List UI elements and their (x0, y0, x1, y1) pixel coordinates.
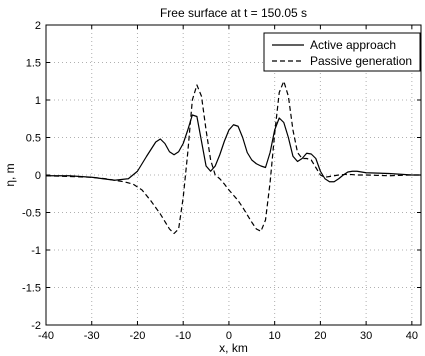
y-tick-label: 2 (35, 20, 41, 32)
x-tick-label: 0 (226, 330, 232, 342)
x-tick-label: -10 (175, 330, 191, 342)
x-tick-label: 20 (314, 330, 326, 342)
y-tick-label: -2 (31, 320, 41, 332)
y-tick-label: 1 (35, 95, 41, 107)
y-tick-label: 0 (35, 170, 41, 182)
x-tick-label: -30 (84, 330, 100, 342)
x-tick-label: 10 (269, 330, 281, 342)
y-tick-label: 0.5 (26, 133, 41, 145)
y-tick-label: -0.5 (22, 208, 41, 220)
plot-series (45, 80, 421, 235)
legend-label: Active approach (310, 38, 396, 52)
series-line-passive (45, 80, 421, 235)
series-line-active (46, 114, 421, 183)
chart-title: Free surface at t = 150.05 s (160, 6, 307, 20)
axis-ticks: -40 -30 -20 -10 0 10 20 30 40 -2 -1.5 -1 -0.5 0 0.5 1 1.… (22, 20, 421, 342)
legend-label: Passive generation (310, 54, 412, 68)
x-axis-label: x, km (219, 341, 248, 355)
legend: Active approach Passive generation (263, 32, 421, 72)
y-axis-label: η, m (3, 163, 17, 186)
x-tick-label: 30 (360, 330, 372, 342)
x-tick-label: -20 (130, 330, 146, 342)
x-tick-label: 40 (406, 330, 418, 342)
y-tick-label: -1.5 (22, 283, 41, 295)
y-tick-label: 1.5 (26, 58, 41, 70)
y-tick-label: -1 (31, 245, 41, 257)
legend-box (263, 32, 421, 72)
x-tick-label: -40 (38, 330, 54, 342)
